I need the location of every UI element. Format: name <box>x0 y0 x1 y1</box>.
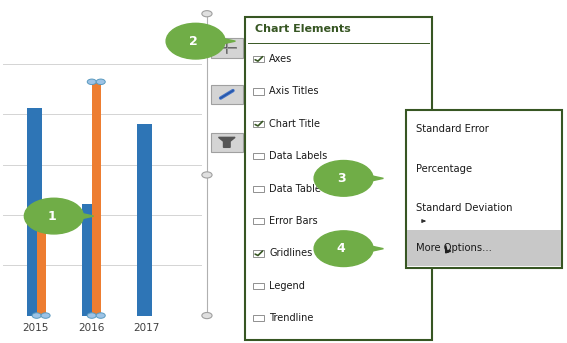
Polygon shape <box>357 243 383 255</box>
Text: More Options...: More Options... <box>416 243 492 253</box>
Text: 2015: 2015 <box>23 323 49 333</box>
Circle shape <box>24 198 83 234</box>
Circle shape <box>41 313 50 318</box>
Text: Error Bars: Error Bars <box>269 216 318 226</box>
FancyBboxPatch shape <box>253 315 264 321</box>
Text: Standard Deviation: Standard Deviation <box>416 203 513 213</box>
Polygon shape <box>357 173 383 184</box>
Polygon shape <box>446 246 450 253</box>
Circle shape <box>202 312 212 319</box>
FancyBboxPatch shape <box>27 108 42 316</box>
FancyBboxPatch shape <box>253 250 264 257</box>
Text: Axes: Axes <box>269 54 293 64</box>
Text: Percentage: Percentage <box>416 164 472 174</box>
FancyBboxPatch shape <box>253 56 264 62</box>
FancyBboxPatch shape <box>82 204 97 316</box>
FancyBboxPatch shape <box>253 121 264 127</box>
FancyBboxPatch shape <box>253 153 264 159</box>
Polygon shape <box>209 35 235 47</box>
Text: Legend: Legend <box>269 281 305 291</box>
Polygon shape <box>67 210 94 222</box>
Text: 2: 2 <box>189 35 198 48</box>
FancyBboxPatch shape <box>211 38 243 58</box>
Text: 2016: 2016 <box>78 323 104 333</box>
Text: Chart Title: Chart Title <box>269 119 320 129</box>
Circle shape <box>87 79 96 85</box>
FancyBboxPatch shape <box>253 186 264 192</box>
Text: 3: 3 <box>337 172 345 185</box>
Circle shape <box>202 11 212 17</box>
Text: Chart Elements: Chart Elements <box>255 24 351 34</box>
Text: 2017: 2017 <box>133 323 159 333</box>
Text: Standard Error: Standard Error <box>416 125 489 134</box>
Circle shape <box>96 313 105 318</box>
Polygon shape <box>218 137 235 147</box>
Text: Axis Titles: Axis Titles <box>269 86 319 96</box>
FancyBboxPatch shape <box>253 88 264 95</box>
FancyBboxPatch shape <box>253 283 264 289</box>
FancyBboxPatch shape <box>37 215 45 316</box>
Circle shape <box>96 79 105 85</box>
Text: Gridlines: Gridlines <box>269 248 312 258</box>
Circle shape <box>166 23 225 59</box>
FancyBboxPatch shape <box>211 85 243 104</box>
FancyBboxPatch shape <box>406 110 562 268</box>
Text: Data Table: Data Table <box>269 184 321 194</box>
Text: Data Labels: Data Labels <box>269 151 328 161</box>
Circle shape <box>87 313 96 318</box>
FancyBboxPatch shape <box>245 17 432 340</box>
Circle shape <box>32 212 41 217</box>
FancyBboxPatch shape <box>211 133 243 152</box>
Circle shape <box>202 172 212 178</box>
Circle shape <box>32 313 41 318</box>
FancyBboxPatch shape <box>407 230 561 266</box>
Text: 4: 4 <box>337 242 346 255</box>
FancyBboxPatch shape <box>3 14 201 316</box>
FancyBboxPatch shape <box>253 218 264 224</box>
Text: 1: 1 <box>47 210 56 223</box>
Circle shape <box>314 161 373 196</box>
FancyBboxPatch shape <box>137 124 152 316</box>
FancyBboxPatch shape <box>92 82 101 316</box>
Circle shape <box>41 212 50 217</box>
Text: Trendline: Trendline <box>269 313 314 323</box>
Circle shape <box>314 231 373 267</box>
